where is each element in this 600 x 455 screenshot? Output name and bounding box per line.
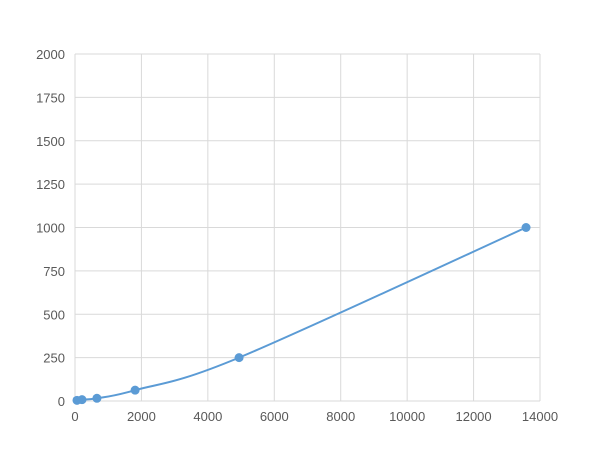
y-tick-label: 0 <box>58 394 65 409</box>
y-tick-label: 750 <box>43 264 65 279</box>
y-tick-label: 1750 <box>36 90 65 105</box>
x-tick-label: 0 <box>71 409 78 424</box>
data-point <box>521 223 531 232</box>
y-tick-label: 250 <box>43 351 65 366</box>
data-point <box>92 393 102 403</box>
x-tick-label: 2000 <box>127 409 156 424</box>
x-tick-label: 14000 <box>522 409 558 424</box>
x-tick-label: 10000 <box>389 409 425 424</box>
y-tick-label: 1500 <box>36 134 65 149</box>
data-point <box>234 353 244 363</box>
y-tick-label: 1000 <box>36 221 65 236</box>
x-tick-label: 8000 <box>326 409 355 424</box>
x-tick-label: 12000 <box>455 409 491 424</box>
y-tick-label: 2000 <box>36 47 65 62</box>
x-tick-label: 4000 <box>193 409 222 424</box>
data-point <box>130 385 140 395</box>
y-tick-label: 500 <box>43 307 65 322</box>
data-point <box>77 395 87 405</box>
x-tick-label: 6000 <box>260 409 289 424</box>
y-tick-label: 1250 <box>36 177 65 192</box>
